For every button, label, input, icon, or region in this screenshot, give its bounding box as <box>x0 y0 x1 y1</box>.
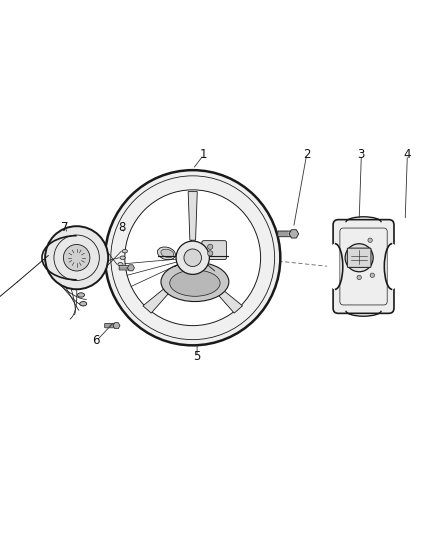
Text: 2: 2 <box>303 148 311 161</box>
Text: 7: 7 <box>61 221 69 233</box>
Ellipse shape <box>157 247 176 260</box>
Circle shape <box>368 238 372 243</box>
Ellipse shape <box>118 263 123 266</box>
Circle shape <box>184 249 201 266</box>
Ellipse shape <box>45 226 108 289</box>
Circle shape <box>208 244 213 249</box>
Circle shape <box>370 273 374 278</box>
Circle shape <box>345 244 373 272</box>
Text: 1: 1 <box>200 148 208 161</box>
Polygon shape <box>196 270 243 313</box>
FancyBboxPatch shape <box>202 241 226 260</box>
FancyBboxPatch shape <box>347 248 371 268</box>
Circle shape <box>64 245 90 271</box>
Circle shape <box>105 170 280 345</box>
Ellipse shape <box>120 256 125 260</box>
Ellipse shape <box>78 293 85 297</box>
FancyBboxPatch shape <box>105 324 115 328</box>
Ellipse shape <box>122 249 127 253</box>
Text: 8: 8 <box>118 221 125 233</box>
Text: 4: 4 <box>403 148 411 161</box>
Ellipse shape <box>170 270 220 296</box>
Text: 5: 5 <box>194 350 201 363</box>
Ellipse shape <box>161 249 174 257</box>
Ellipse shape <box>384 244 400 289</box>
Circle shape <box>208 251 213 256</box>
Polygon shape <box>143 270 189 313</box>
Text: 6: 6 <box>92 335 100 348</box>
Ellipse shape <box>80 302 87 306</box>
Circle shape <box>125 190 261 326</box>
Ellipse shape <box>327 244 343 289</box>
FancyBboxPatch shape <box>278 231 292 237</box>
Text: 3: 3 <box>358 148 365 161</box>
Circle shape <box>176 241 209 274</box>
FancyBboxPatch shape <box>119 265 130 270</box>
Ellipse shape <box>161 262 229 302</box>
FancyBboxPatch shape <box>333 220 394 313</box>
Polygon shape <box>188 191 197 240</box>
Circle shape <box>357 275 361 280</box>
